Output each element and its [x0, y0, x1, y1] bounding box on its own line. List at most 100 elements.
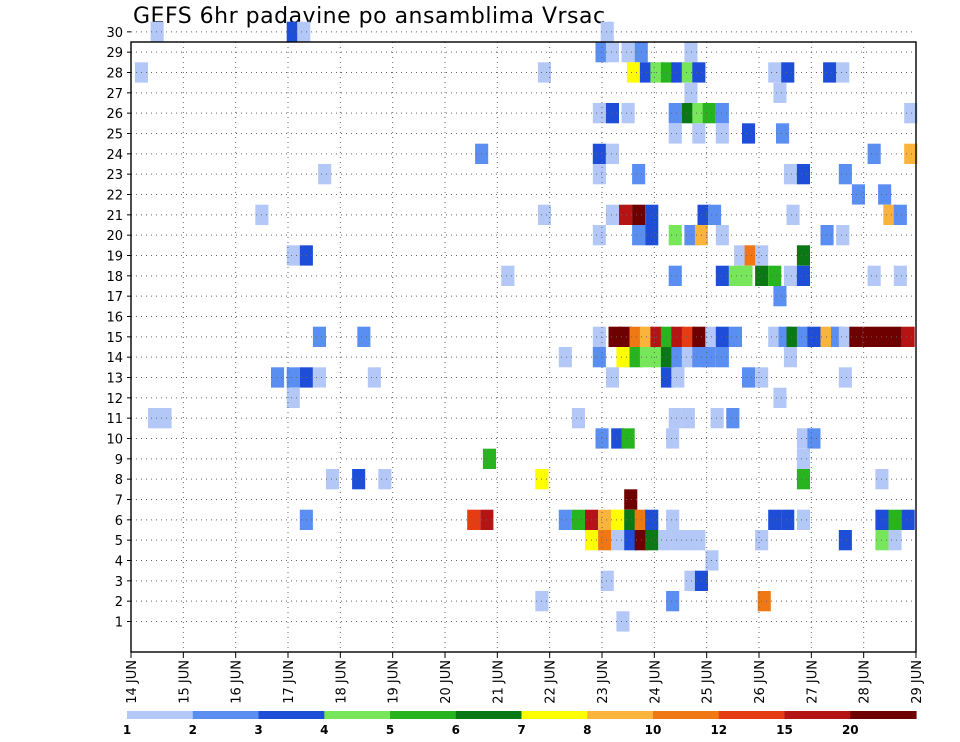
- cell-m2: [757, 591, 771, 612]
- cell-m11: [158, 408, 172, 429]
- cell-m26: [702, 103, 716, 124]
- cell-m26: [621, 103, 635, 124]
- cell-m21: [619, 204, 633, 225]
- cell-m12: [773, 387, 787, 408]
- y-tick-label: 13: [106, 372, 123, 387]
- cell-m23: [783, 164, 797, 185]
- cell-m28: [671, 62, 685, 83]
- cell-m12: [286, 387, 300, 408]
- cell-m21: [708, 204, 722, 225]
- cell-m10: [807, 428, 821, 449]
- cell-m1: [616, 611, 630, 632]
- cell-m6: [571, 509, 585, 530]
- cell-m6: [624, 509, 638, 530]
- cell-m19: [734, 245, 748, 266]
- cell-m18: [728, 265, 742, 286]
- cell-m10: [621, 428, 635, 449]
- cell-m5: [838, 530, 852, 551]
- cell-m13: [671, 367, 685, 388]
- cell-m28: [781, 62, 795, 83]
- y-tick-label: 21: [106, 209, 123, 224]
- cell-m26: [605, 103, 619, 124]
- cell-m14: [702, 347, 716, 368]
- cell-m13: [286, 367, 300, 388]
- y-tick-label: 8: [115, 473, 123, 488]
- cell-m28: [660, 62, 674, 83]
- cell-m14: [660, 347, 674, 368]
- cell-m13: [312, 367, 326, 388]
- x-tick-label: 15 JUN: [177, 660, 192, 704]
- cell-m20: [632, 225, 646, 246]
- cell-m21: [605, 204, 619, 225]
- x-tick-label: 25 JUN: [701, 660, 716, 704]
- cell-m15: [608, 326, 622, 347]
- y-tick-label: 26: [106, 107, 123, 122]
- cell-m27: [773, 82, 787, 103]
- cell-m30: [286, 21, 300, 42]
- y-axis: 1234567891011121314151617181920212223242…: [106, 26, 131, 631]
- cell-m14: [616, 347, 630, 368]
- cell-m5: [681, 530, 695, 551]
- colorbar-segment: [192, 711, 260, 719]
- cell-m15: [619, 326, 633, 347]
- cell-m17: [773, 286, 787, 307]
- colorbar-label: 12: [710, 723, 727, 737]
- cell-m14: [692, 347, 706, 368]
- cell-m18: [668, 265, 682, 286]
- cell-m21: [632, 204, 646, 225]
- cell-m11: [710, 408, 724, 429]
- cell-m30: [297, 21, 311, 42]
- y-tick-label: 27: [106, 87, 123, 102]
- cell-m6: [666, 509, 680, 530]
- y-tick-label: 29: [106, 46, 123, 61]
- cell-m15: [681, 326, 695, 347]
- x-axis: 14 JUN 15 JUN 16 JUN 17 JUN 18 JUN 19 JUN 20 J…: [125, 652, 925, 704]
- cell-m6: [888, 509, 902, 530]
- cell-m14: [681, 347, 695, 368]
- cell-m15: [786, 326, 800, 347]
- cell-m6: [611, 509, 625, 530]
- y-tick-label: 25: [106, 128, 123, 143]
- colorbar-label: 20: [842, 723, 859, 737]
- cell-m15: [312, 326, 326, 347]
- y-tick-label: 14: [106, 351, 123, 366]
- cell-m10: [666, 428, 680, 449]
- cell-m20: [684, 225, 698, 246]
- y-tick-label: 15: [106, 331, 123, 346]
- colorbar-segment: [653, 711, 720, 719]
- cell-m25: [776, 123, 790, 144]
- y-tick-label: 12: [106, 392, 123, 407]
- cell-m29: [684, 42, 698, 63]
- colorbar-label: 2: [189, 723, 197, 737]
- colorbar-segment: [784, 711, 851, 719]
- cell-m6: [467, 509, 481, 530]
- cell-m15: [838, 326, 852, 347]
- cell-m26: [904, 103, 918, 124]
- cell-m25: [692, 123, 706, 144]
- cell-m15: [715, 326, 729, 347]
- cell-m5: [692, 530, 706, 551]
- cell-m6: [558, 509, 572, 530]
- y-tick-label: 30: [106, 26, 123, 41]
- cell-m26: [668, 103, 682, 124]
- cell-m15: [820, 326, 834, 347]
- cell-m20: [668, 225, 682, 246]
- cell-m23: [632, 164, 646, 185]
- cell-m14: [783, 347, 797, 368]
- cell-m21: [893, 204, 907, 225]
- cell-m19: [286, 245, 300, 266]
- x-tick-label: 16 JUN: [230, 660, 245, 704]
- cell-m14: [558, 347, 572, 368]
- colorbar-label: 7: [517, 723, 525, 737]
- plot-frame: [130, 41, 917, 653]
- cell-m13: [367, 367, 381, 388]
- cell-m24: [904, 143, 918, 164]
- cell-m24: [605, 143, 619, 164]
- cell-m14: [592, 347, 606, 368]
- cell-m15: [357, 326, 371, 347]
- cell-m8: [378, 469, 392, 490]
- cell-m7: [624, 489, 638, 510]
- cell-m5: [624, 530, 638, 551]
- y-tick-label: 1: [115, 616, 123, 631]
- cell-m18: [501, 265, 515, 286]
